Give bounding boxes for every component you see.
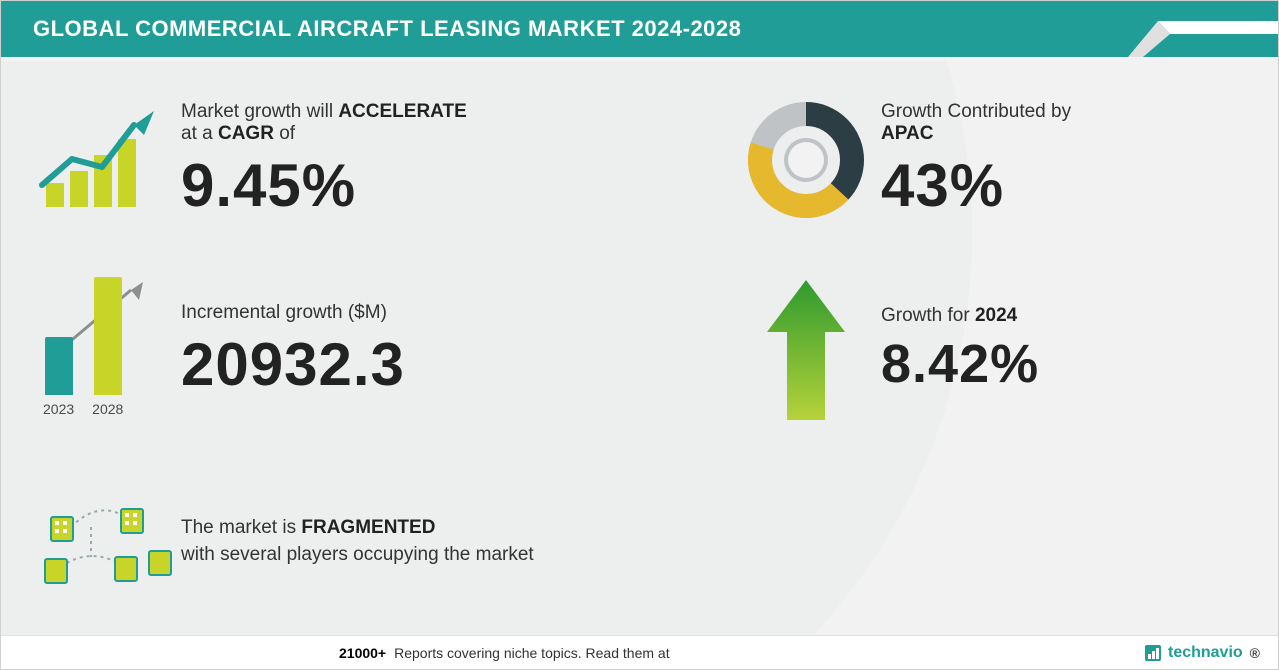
- brand-logo: technavio ®: [1144, 644, 1260, 662]
- text: Growth for: [881, 305, 975, 326]
- text-bold: 2024: [975, 305, 1017, 326]
- bar-label: 2023: [43, 401, 74, 417]
- growth-2024-block: Growth for 2024 8.42%: [701, 251, 1278, 441]
- text-bold: APAC: [881, 123, 933, 144]
- apac-value: 43%: [881, 151, 1248, 220]
- text: Growth Contributed by: [881, 101, 1071, 122]
- growth2024-lead: Growth for 2024: [881, 305, 1248, 327]
- header-banner: GLOBAL COMMERCIAL AIRCRAFT LEASING MARKE…: [1, 1, 1278, 57]
- cagr-block: Market growth will ACCELERATE at a CAGR …: [1, 61, 701, 251]
- incremental-value: 20932.3: [181, 330, 671, 399]
- brand-name: technavio: [1168, 644, 1243, 662]
- bar-2023: 2023: [43, 337, 74, 417]
- fragmented-text: The market is FRAGMENTED with several pl…: [181, 515, 671, 568]
- header-title: GLOBAL COMMERCIAL AIRCRAFT LEASING MARKE…: [33, 16, 741, 42]
- text: The market is: [181, 517, 301, 538]
- text: with several players occupying the marke…: [181, 544, 534, 565]
- buildings-icon: [31, 487, 181, 597]
- infographic-frame: GLOBAL COMMERCIAL AIRCRAFT LEASING MARKE…: [0, 0, 1279, 670]
- banner-notch-decoration: [1098, 1, 1278, 57]
- bar-label: 2028: [92, 401, 123, 417]
- growth-line-icon: [36, 105, 176, 215]
- main-grid: Market growth will ACCELERATE at a CAGR …: [1, 61, 1278, 635]
- text-bold: FRAGMENTED: [301, 517, 435, 538]
- text-bold: CAGR: [218, 123, 274, 144]
- footer-report-count: 21000+: [339, 645, 386, 661]
- incremental-block: 2023 2028 Incremental growth ($M) 20932.…: [1, 251, 701, 441]
- growth2024-value: 8.42%: [881, 333, 1248, 395]
- apac-lead: Growth Contributed by APAC: [881, 101, 1248, 145]
- cagr-lead: Market growth will ACCELERATE at a CAGR …: [181, 101, 671, 145]
- cagr-value: 9.45%: [181, 151, 671, 220]
- brand-tm: ®: [1250, 645, 1260, 661]
- bar-2028: 2028: [92, 277, 123, 417]
- donut-chart-icon: [746, 100, 866, 220]
- brand-icon: [1144, 644, 1162, 662]
- apac-block: Growth Contributed by APAC 43%: [701, 61, 1278, 251]
- text: Market growth will: [181, 101, 338, 122]
- text: of: [274, 123, 295, 144]
- footer-bar: 21000+ Reports covering niche topics. Re…: [1, 635, 1278, 669]
- incremental-label: Incremental growth ($M): [181, 302, 671, 324]
- text-bold: ACCELERATE: [338, 101, 466, 122]
- footer-tagline: Reports covering niche topics. Read them…: [394, 645, 669, 661]
- fragmented-block: The market is FRAGMENTED with several pl…: [1, 441, 701, 635]
- text: at a: [181, 123, 218, 144]
- up-arrow-icon: [767, 280, 845, 420]
